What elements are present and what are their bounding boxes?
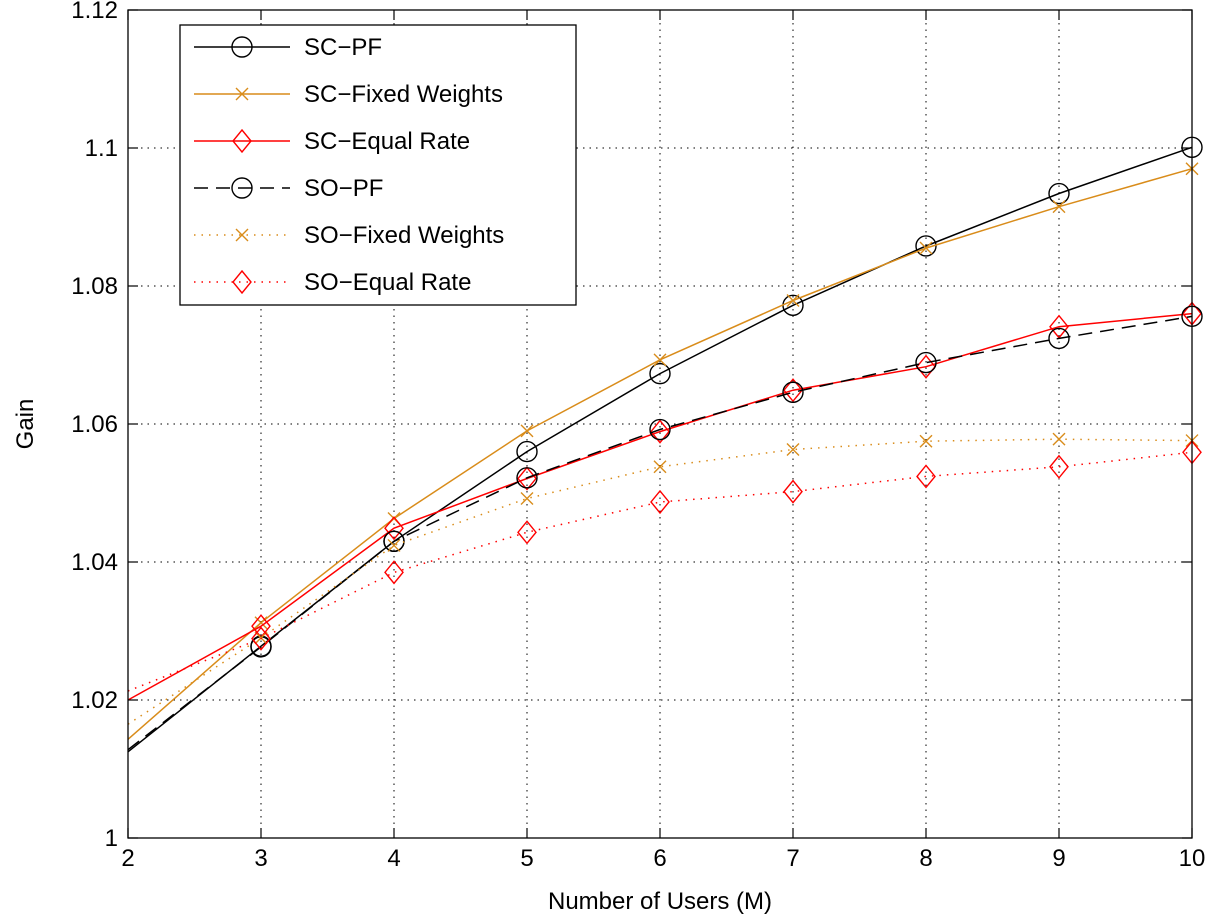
data-point-marker (387, 538, 401, 552)
data-point-marker (1052, 200, 1066, 214)
legend-label: SO−Fixed Weights (304, 222, 504, 249)
y-tick-label: 1 (105, 825, 118, 852)
legend: SC−PF SC−Fixed Weights SC−Equal Rate SO−PF S… (179, 24, 577, 306)
legend-label: SO−PF (304, 175, 383, 202)
legend-label: SC−PF (304, 34, 382, 61)
data-point-marker (915, 351, 937, 374)
data-point-marker (254, 616, 268, 630)
data-point-marker (919, 434, 933, 448)
legend-entry: SO−Fixed Weights (194, 222, 504, 249)
y-tick-label: 1.06 (71, 411, 118, 438)
data-point-marker (786, 443, 800, 457)
legend-marker (232, 269, 252, 295)
x-tick-label: 3 (254, 845, 267, 872)
data-point-marker (520, 492, 534, 506)
series-2 (127, 162, 1199, 740)
y-tick-label: 1.02 (71, 687, 118, 714)
axis-ticks: 2 3 4 5 6 7 8 9 10 1 1.02 1.04 1.06 1.08 1.1 1.12 (71, 0, 1205, 872)
data-point-marker (650, 419, 670, 444)
legend-box (179, 24, 577, 306)
data-point-marker (384, 560, 404, 585)
series-layer (127, 136, 1203, 753)
legend-entry: SC−Equal Rate (194, 128, 470, 155)
data-point-marker (653, 353, 667, 367)
y-tick-label: 1.04 (71, 549, 118, 576)
series-line (127, 312, 1193, 701)
data-point-marker (1052, 432, 1066, 446)
data-point-marker (916, 464, 936, 489)
x-tick-label: 5 (520, 845, 533, 872)
x-tick-label: 4 (387, 845, 400, 872)
legend-marker (231, 36, 253, 58)
legend-marker (235, 87, 249, 101)
data-point-marker (384, 516, 404, 541)
data-point-marker (516, 440, 538, 463)
data-point-marker (650, 489, 670, 515)
data-point-marker (649, 362, 671, 385)
y-tick-label: 1.08 (71, 273, 118, 300)
data-point-marker (915, 235, 937, 257)
data-point-marker (782, 381, 804, 403)
data-point-marker (916, 354, 936, 379)
y-tick-label: 1.12 (71, 0, 118, 24)
x-tick-label: 10 (1179, 845, 1206, 872)
legend-marker (231, 177, 253, 199)
data-point-marker (783, 378, 803, 403)
legend-marker (235, 228, 249, 242)
data-point-marker (783, 479, 803, 504)
data-point-marker (520, 424, 534, 438)
series-line (127, 315, 1193, 751)
legend-label: SC−Fixed Weights (304, 81, 503, 108)
data-point-marker (517, 520, 537, 545)
data-point-marker (1048, 327, 1070, 350)
legend-entry: SO−PF (194, 175, 383, 202)
legend-entry: SC−PF (194, 34, 382, 61)
x-tick-label: 9 (1052, 845, 1065, 872)
y-axis-label: Gain (12, 399, 39, 450)
series-4 (127, 305, 1203, 751)
x-axis-label: Number of Users (M) (548, 888, 772, 915)
data-point-marker (1048, 182, 1070, 205)
y-tick-label: 1.1 (85, 135, 118, 162)
data-point-marker (919, 241, 933, 255)
legend-marker (232, 128, 252, 154)
data-point-marker (251, 626, 271, 651)
legend-entry: SC−Fixed Weights (194, 81, 503, 108)
legend-label: SO−Equal Rate (304, 269, 471, 296)
x-tick-label: 6 (653, 845, 666, 872)
data-point-marker (653, 460, 667, 474)
data-point-marker (1049, 454, 1069, 479)
x-tick-label: 8 (919, 845, 932, 872)
data-point-marker (516, 467, 538, 489)
data-point-marker (649, 418, 671, 441)
legend-entry: SO−Equal Rate (194, 269, 471, 296)
series-6 (127, 440, 1202, 692)
x-tick-label: 2 (121, 845, 134, 872)
series-line (127, 451, 1193, 692)
data-point-marker (786, 293, 800, 307)
legend-label: SC−Equal Rate (304, 128, 470, 155)
x-tick-label: 7 (786, 845, 799, 872)
data-point-marker (250, 636, 272, 658)
